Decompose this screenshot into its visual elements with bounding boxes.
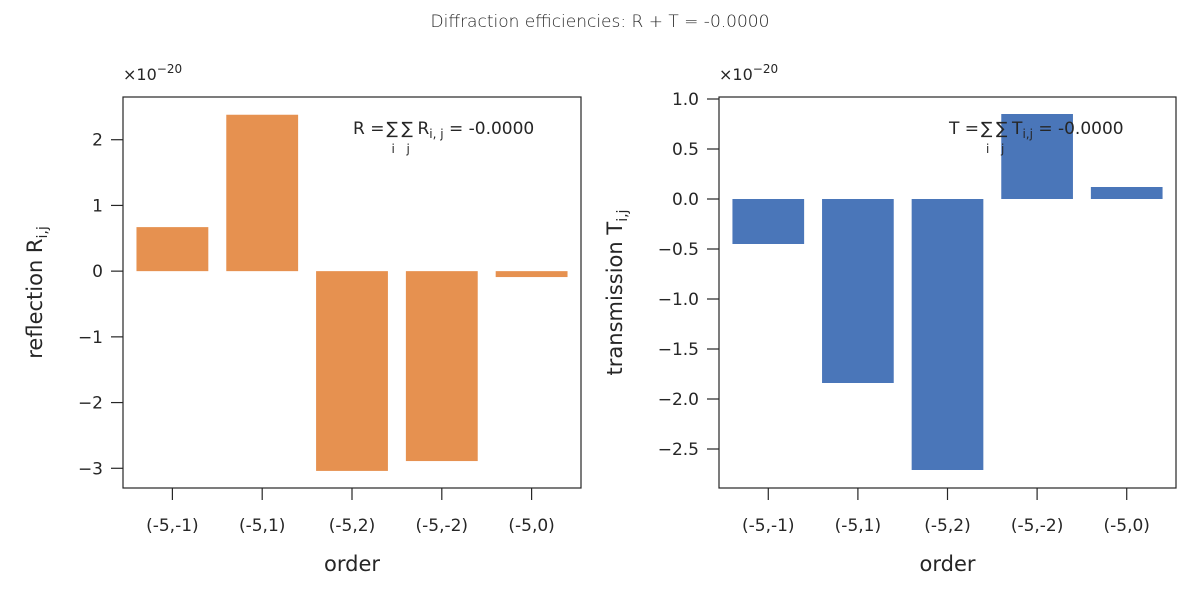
annotation-lhs: R = bbox=[353, 119, 384, 139]
offset-exponent: −20 bbox=[753, 62, 778, 76]
transmission-offset-text: ×10−20 bbox=[719, 62, 778, 84]
annotation-subscript: i, j bbox=[429, 127, 443, 141]
reflection-bar bbox=[405, 271, 478, 462]
reflection-offset-text: ×10−20 bbox=[123, 62, 182, 84]
annotation-value: = -0.0000 bbox=[1033, 119, 1124, 139]
reflection-bar bbox=[495, 271, 568, 278]
transmission-bar bbox=[911, 199, 984, 470]
transmission-bar bbox=[822, 199, 894, 383]
reflection-bar bbox=[136, 227, 209, 272]
reflection-xtick-label: (-5,2) bbox=[329, 516, 375, 536]
transmission-xtick-label: (-5,1) bbox=[835, 516, 881, 536]
transmission-ytick-label: 1.0 bbox=[672, 90, 699, 110]
sum-symbol: ∑ bbox=[981, 119, 993, 139]
transmission-ytick-label: 0.5 bbox=[672, 140, 699, 160]
reflection-ytick-label: −3 bbox=[78, 459, 103, 479]
reflection-bar bbox=[226, 114, 299, 272]
reflection-xtick-label: (-5,-2) bbox=[416, 516, 469, 536]
transmission-bar bbox=[1090, 187, 1163, 199]
transmission-xtick-label: (-5,2) bbox=[924, 516, 970, 536]
sum-symbol: ∑ bbox=[401, 119, 413, 139]
reflection-xlabel: order bbox=[324, 552, 380, 576]
reflection-ytick-label: 1 bbox=[92, 196, 103, 216]
reflection-xtick-label: (-5,1) bbox=[239, 516, 285, 536]
sum-symbol: ∑ bbox=[386, 119, 398, 139]
transmission-axes: 1.0 0.5 0.0 −0.5 −1.0 −1.5 −2.0 −2.5 (-5,-1) (-5,… bbox=[603, 62, 1177, 576]
annotation-lhs: T = bbox=[948, 119, 979, 139]
ylabel-main: reflection R bbox=[23, 238, 47, 358]
offset-base: ×10 bbox=[719, 65, 753, 84]
transmission-ylabel: transmission Ti,j bbox=[603, 210, 631, 376]
annotation-subscript: i,j bbox=[1022, 127, 1032, 141]
ylabel-subscript: i,j bbox=[35, 226, 51, 238]
annotation-rhs: Ti,j = -0.0000 bbox=[1011, 119, 1124, 141]
sum-index-i: i bbox=[391, 142, 394, 156]
sum-index-i: i bbox=[986, 142, 989, 156]
transmission-xtick-label: (-5,-2) bbox=[1011, 516, 1064, 536]
reflection-xtick-label: (-5,0) bbox=[508, 516, 554, 536]
transmission-bar bbox=[732, 199, 805, 244]
sum-symbol: ∑ bbox=[996, 119, 1008, 139]
reflection-ytick-label: 0 bbox=[92, 262, 103, 282]
sum-index-j: j bbox=[405, 142, 409, 156]
transmission-ytick-label: −2.0 bbox=[658, 390, 699, 410]
annotation-rhs: Ri, j = -0.0000 bbox=[417, 119, 534, 141]
annotation-symbol: R bbox=[417, 119, 429, 139]
transmission-ytick-label: 0.0 bbox=[672, 190, 699, 210]
ylabel-subscript: i,j bbox=[615, 210, 631, 222]
transmission-xtick-label: (-5,0) bbox=[1103, 516, 1149, 536]
transmission-sum-annotation: T = ∑i∑jTi,j = -0.0000 bbox=[948, 119, 1124, 156]
sum-index-j: j bbox=[1000, 142, 1004, 156]
transmission-xtick-label: (-5,-1) bbox=[742, 516, 795, 536]
reflection-sum-annotation: R = ∑i∑jRi, j = -0.0000 bbox=[353, 119, 534, 156]
annotation-value: = -0.0000 bbox=[444, 119, 535, 139]
annotation-symbol: T bbox=[1011, 119, 1023, 139]
reflection-ylabel: reflection Ri,j bbox=[23, 226, 51, 359]
reflection-xtick-label: (-5,-1) bbox=[146, 516, 199, 536]
figure-title: Diffraction efficiencies: R + T = -0.000… bbox=[431, 12, 770, 32]
ylabel-main: transmission T bbox=[603, 222, 627, 376]
transmission-xlabel: order bbox=[920, 552, 976, 576]
transmission-ytick-label: −1.0 bbox=[658, 290, 699, 310]
reflection-ytick-label: 2 bbox=[92, 131, 103, 151]
reflection-axes: 2 1 0 −1 −2 −3 (-5,-1) (-5,1) (-5,2) (-5,-2) (-5,0… bbox=[23, 62, 582, 576]
transmission-ytick-label: −1.5 bbox=[658, 340, 699, 360]
reflection-ytick-label: −1 bbox=[78, 328, 103, 348]
transmission-ytick-label: −0.5 bbox=[658, 240, 699, 260]
reflection-ytick-label: −2 bbox=[78, 394, 103, 414]
offset-exponent: −20 bbox=[157, 62, 182, 76]
reflection-bar bbox=[316, 271, 388, 471]
offset-base: ×10 bbox=[123, 65, 157, 84]
transmission-ytick-label: −2.5 bbox=[658, 440, 699, 460]
transmission-bar bbox=[1001, 114, 1073, 199]
